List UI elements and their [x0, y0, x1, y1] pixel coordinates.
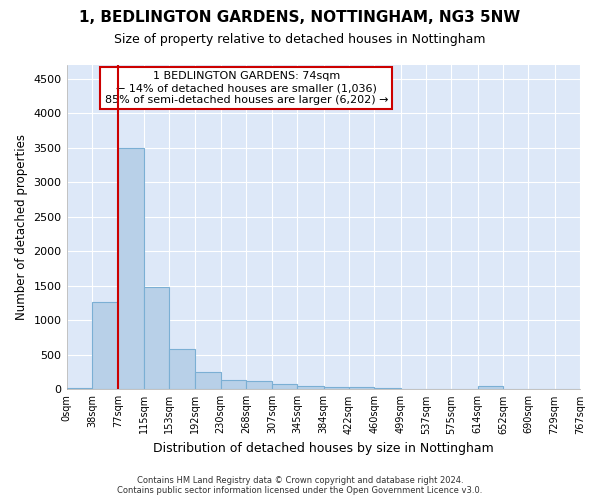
Bar	[323, 387, 349, 390]
Text: Size of property relative to detached houses in Nottingham: Size of property relative to detached ho…	[114, 32, 486, 46]
X-axis label: Distribution of detached houses by size in Nottingham: Distribution of detached houses by size …	[153, 442, 494, 455]
Bar	[143, 287, 169, 390]
Bar	[221, 380, 246, 390]
Bar	[92, 302, 118, 390]
Text: 1 BEDLINGTON GARDENS: 74sqm
← 14% of detached houses are smaller (1,036)
85% of : 1 BEDLINGTON GARDENS: 74sqm ← 14% of det…	[104, 72, 388, 104]
Bar	[272, 384, 298, 390]
Text: 1, BEDLINGTON GARDENS, NOTTINGHAM, NG3 5NW: 1, BEDLINGTON GARDENS, NOTTINGHAM, NG3 5…	[79, 10, 521, 25]
Bar	[195, 372, 221, 390]
Bar	[246, 382, 272, 390]
Bar	[478, 386, 503, 390]
Bar	[349, 387, 374, 390]
Text: Contains HM Land Registry data © Crown copyright and database right 2024.
Contai: Contains HM Land Registry data © Crown c…	[118, 476, 482, 495]
Y-axis label: Number of detached properties: Number of detached properties	[15, 134, 28, 320]
Bar	[118, 148, 143, 390]
Bar	[67, 388, 92, 390]
Bar	[374, 388, 401, 390]
Bar	[169, 350, 195, 390]
Bar	[298, 386, 323, 390]
